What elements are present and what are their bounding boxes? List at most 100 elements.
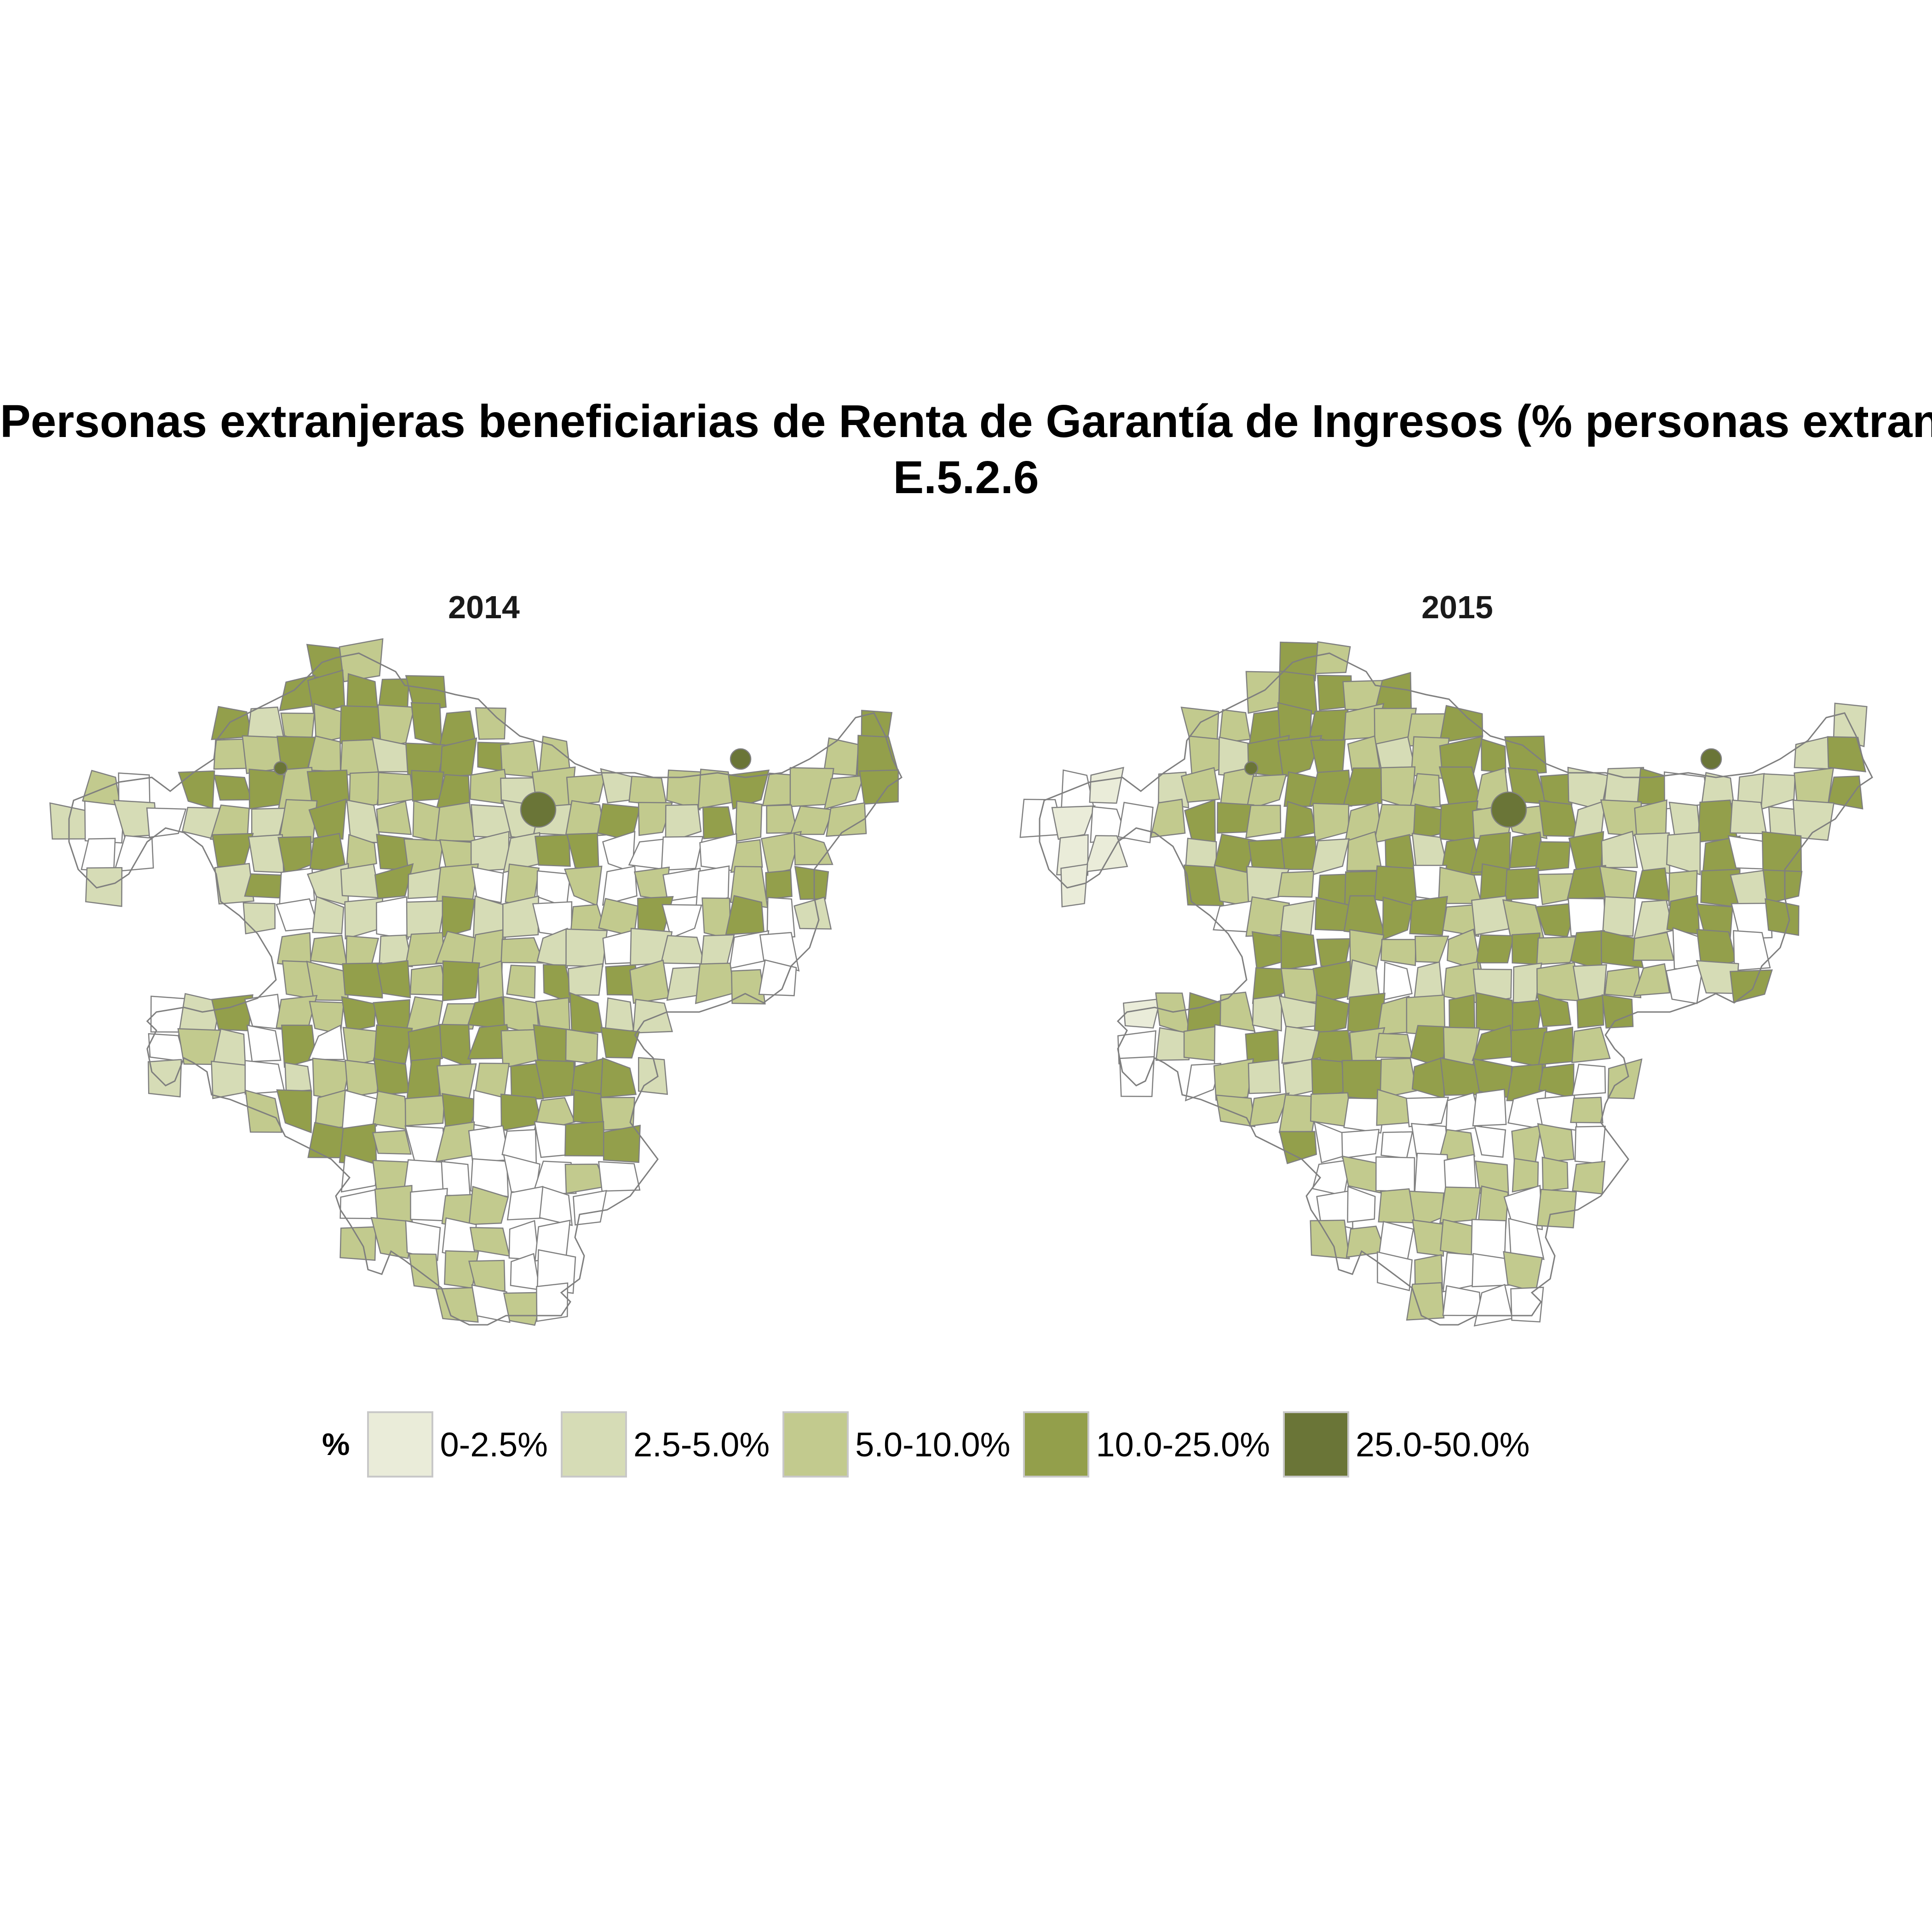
municipality-area [214, 862, 254, 905]
municipality-area [405, 1220, 441, 1261]
municipality-area [475, 707, 506, 740]
municipality-area [1442, 1285, 1482, 1317]
legend-swatch [367, 1411, 434, 1478]
municipality-area [603, 1124, 641, 1163]
municipality-area [1122, 998, 1162, 1029]
municipality-area [410, 1188, 448, 1222]
municipality-area [376, 960, 411, 999]
municipality-area [276, 995, 318, 1029]
municipality-area [1538, 800, 1579, 837]
municipality-area [1442, 904, 1479, 937]
municipality-area [339, 638, 384, 683]
municipality-area [1827, 736, 1867, 773]
municipality-area [598, 1161, 641, 1192]
municipality-area [1439, 1186, 1481, 1224]
municipality-area [539, 1186, 573, 1226]
municipality-area [345, 834, 378, 871]
legend: % 0-2.5% 2.5-5.0% 5.0-10.0% 10.0-25.0% 2… [322, 1410, 1542, 1479]
municipality-area-high [520, 791, 557, 828]
municipality-area [1385, 834, 1416, 872]
municipality-area [1512, 999, 1543, 1032]
municipality-area [339, 1189, 381, 1219]
municipality-area [565, 928, 608, 967]
municipality-area [1508, 1218, 1545, 1260]
legend-swatch [560, 1411, 627, 1478]
municipality-area [1634, 867, 1670, 902]
municipality-area [1504, 867, 1539, 901]
municipality-area [1481, 738, 1506, 773]
municipality-area [244, 994, 282, 1030]
municipality-area [310, 934, 348, 966]
municipality-area [1601, 830, 1638, 868]
municipality-area [435, 802, 476, 842]
municipality-area [1414, 1152, 1450, 1196]
municipality-area [1733, 930, 1771, 972]
municipality-area [1252, 994, 1282, 1032]
municipality-area [1409, 773, 1441, 808]
municipality-area [284, 1062, 312, 1093]
municipality-area [766, 897, 796, 939]
municipality-area [1347, 735, 1381, 771]
municipality-area [1439, 705, 1484, 744]
municipality-area [213, 774, 253, 801]
municipality-area [1375, 1033, 1413, 1058]
map-panel-2014 [49, 638, 903, 1326]
municipality-area [242, 902, 276, 935]
municipality-area [564, 865, 603, 906]
legend-label: 5.0-10.0% [855, 1425, 1011, 1464]
legend-item: 10.0-25.0% [1023, 1411, 1278, 1478]
municipality-area [1794, 767, 1834, 805]
municipality-area [1472, 1088, 1507, 1127]
municipality-area [1570, 1097, 1604, 1124]
municipality-area [510, 1063, 544, 1100]
municipality-area [503, 1292, 545, 1326]
municipality-area [278, 799, 318, 843]
municipality-area [1666, 832, 1701, 875]
municipality-area [823, 775, 865, 810]
municipality-area [1341, 1129, 1380, 1159]
municipality-area [1213, 1058, 1254, 1101]
municipality-area [1572, 964, 1607, 1000]
municipality-area [1572, 1161, 1606, 1195]
municipality-area [1576, 995, 1604, 1029]
municipality-area [373, 1058, 410, 1096]
municipality-area [1411, 1057, 1445, 1099]
municipality-area [1730, 799, 1767, 834]
municipality-area [1380, 939, 1417, 966]
municipality-area [374, 863, 414, 899]
municipality-area [1503, 1251, 1543, 1293]
municipality-area [442, 896, 476, 938]
municipality-area [1567, 897, 1606, 937]
municipality-area [1280, 967, 1318, 1003]
municipality-area [1284, 800, 1317, 840]
municipality-area [376, 800, 412, 835]
municipality-area [409, 965, 448, 996]
municipality-area [1536, 1189, 1577, 1229]
municipality-area [312, 896, 345, 934]
municipality-area [1313, 994, 1350, 1036]
municipality-area [408, 1253, 440, 1290]
municipality-area [306, 960, 349, 1001]
municipality-area [1343, 1097, 1386, 1134]
municipality-area [702, 806, 735, 840]
municipality-area [1512, 932, 1541, 965]
municipality-area [85, 867, 123, 907]
municipality-area [1666, 895, 1700, 935]
municipality-area [435, 1287, 479, 1323]
municipality-area [600, 1097, 635, 1131]
region-outline [68, 652, 903, 1326]
municipality-area [1665, 963, 1704, 1004]
municipality-area [80, 838, 116, 872]
municipality-area [342, 962, 383, 999]
municipality-area [1374, 865, 1417, 907]
municipality-area [1382, 896, 1413, 941]
municipality-area [1051, 805, 1096, 840]
municipality-area [1537, 1123, 1575, 1163]
municipality-area [1570, 930, 1605, 971]
municipality-area [1504, 736, 1547, 776]
municipality-area [1283, 771, 1317, 807]
municipality-area [565, 1029, 598, 1065]
municipality-area [345, 1059, 382, 1098]
municipality-area [406, 1057, 441, 1100]
region-outline [1039, 652, 1873, 1326]
